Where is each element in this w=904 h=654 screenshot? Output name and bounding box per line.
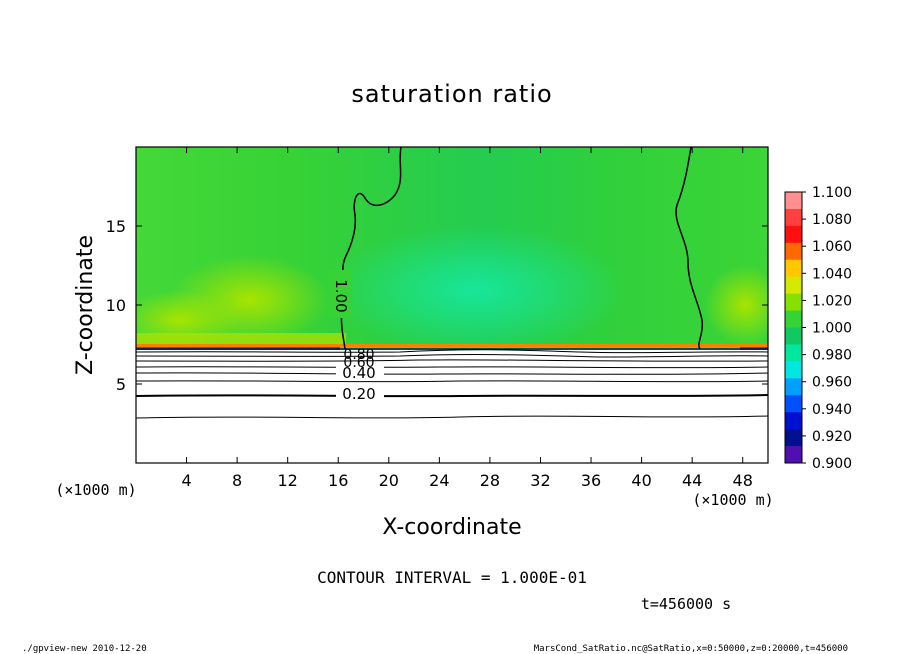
colorbar-tick-label: 0.940: [812, 402, 852, 418]
colorbar-tick-label: 1.000: [812, 321, 852, 337]
x-tick-label: 44: [682, 471, 702, 490]
colorbar-tick-label: 0.980: [812, 348, 852, 364]
colorbar-tick-label: 0.920: [812, 429, 852, 445]
colorbar-segment: [785, 378, 802, 396]
colorbar-segment: [785, 361, 802, 379]
colorbar-segment: [785, 276, 802, 295]
x-axis-ticks: 4 8 12 16 20 24 28 32 36 40 44 48: [181, 147, 753, 490]
colorbar-tick-label: 1.040: [812, 266, 852, 282]
colorbar-segment: [785, 327, 802, 345]
contour-interval: CONTOUR INTERVAL = 1.000E-01: [317, 568, 587, 587]
heatmap-field: [136, 147, 768, 463]
x-tick-label: 4: [181, 471, 191, 490]
colorbar-segment: [785, 310, 802, 328]
colorbar-segment: [785, 259, 802, 278]
y-tick-label: 10: [106, 296, 126, 315]
footer-right: MarsCond_SatRatio.nc@SatRatio,x=0:50000,…: [534, 644, 848, 654]
x-unit-left: (×1000 m): [55, 481, 136, 499]
contour-label-5: 0.80: [343, 347, 374, 363]
colorbar-segment: [785, 429, 802, 447]
x-tick-label: 16: [328, 471, 348, 490]
contour-label-bg: [336, 386, 384, 402]
colorbar-tick-label: 0.900: [812, 456, 852, 472]
colorbar-tick-label: 1.060: [812, 239, 852, 255]
colorbar-segment: [785, 446, 802, 464]
time-label: t=456000 s: [641, 595, 731, 613]
contour-label-4: 0.60: [343, 355, 374, 371]
contour-label-1: 1.00: [332, 279, 350, 312]
contour-label-2: 0.20: [342, 385, 375, 403]
x-tick-label: 12: [278, 471, 298, 490]
chart-title: saturation ratio: [351, 80, 552, 108]
x-tick-label: 8: [232, 471, 242, 490]
contour-label-bg: [328, 270, 352, 318]
colorbar-segment: [785, 192, 802, 210]
x-tick-label: 28: [480, 471, 500, 490]
x-tick-label: 48: [733, 471, 753, 490]
contour-label-bg: [336, 366, 384, 381]
colorbar-segment: [785, 208, 802, 227]
colorbar-segment: [785, 395, 802, 413]
y-axis-ticks: 5 10 15: [106, 217, 768, 394]
x-tick-label: 20: [379, 471, 399, 490]
colorbar-tick-label: 1.020: [812, 293, 852, 309]
y-tick-label: 15: [106, 217, 126, 236]
colorbar-segment: [785, 293, 802, 312]
colorbar-labels: 1.100 1.080 1.060 1.040 1.020 1.000 0.980 0.960…: [802, 185, 852, 472]
colorbar-tick-label: 0.960: [812, 375, 852, 391]
colorbar-segment: [785, 242, 802, 261]
x-tick-label: 24: [429, 471, 449, 490]
colorbar-tick-label: 1.080: [812, 212, 852, 228]
footer-left: ./gpview-new 2010-12-20: [22, 644, 147, 654]
x-tick-label: 32: [530, 471, 550, 490]
contour-label-3: 0.40: [342, 364, 375, 382]
x-tick-label: 36: [581, 471, 601, 490]
x-axis-label: X-coordinate: [382, 515, 521, 540]
y-axis-label: Z-coordinate: [73, 235, 98, 375]
colorbar-segment: [785, 412, 802, 430]
colorbar: [784, 191, 803, 464]
x-unit-right: (×1000 m): [692, 491, 773, 509]
colorbar-segment: [785, 225, 802, 244]
colorbar-segment: [785, 344, 802, 362]
y-tick-label: 5: [116, 375, 126, 394]
colorbar-tick-label: 1.100: [812, 185, 852, 201]
x-tick-label: 40: [631, 471, 651, 490]
